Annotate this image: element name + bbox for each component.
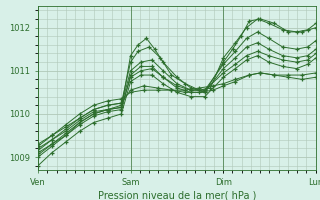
X-axis label: Pression niveau de la mer( hPa ): Pression niveau de la mer( hPa ) <box>98 191 256 200</box>
